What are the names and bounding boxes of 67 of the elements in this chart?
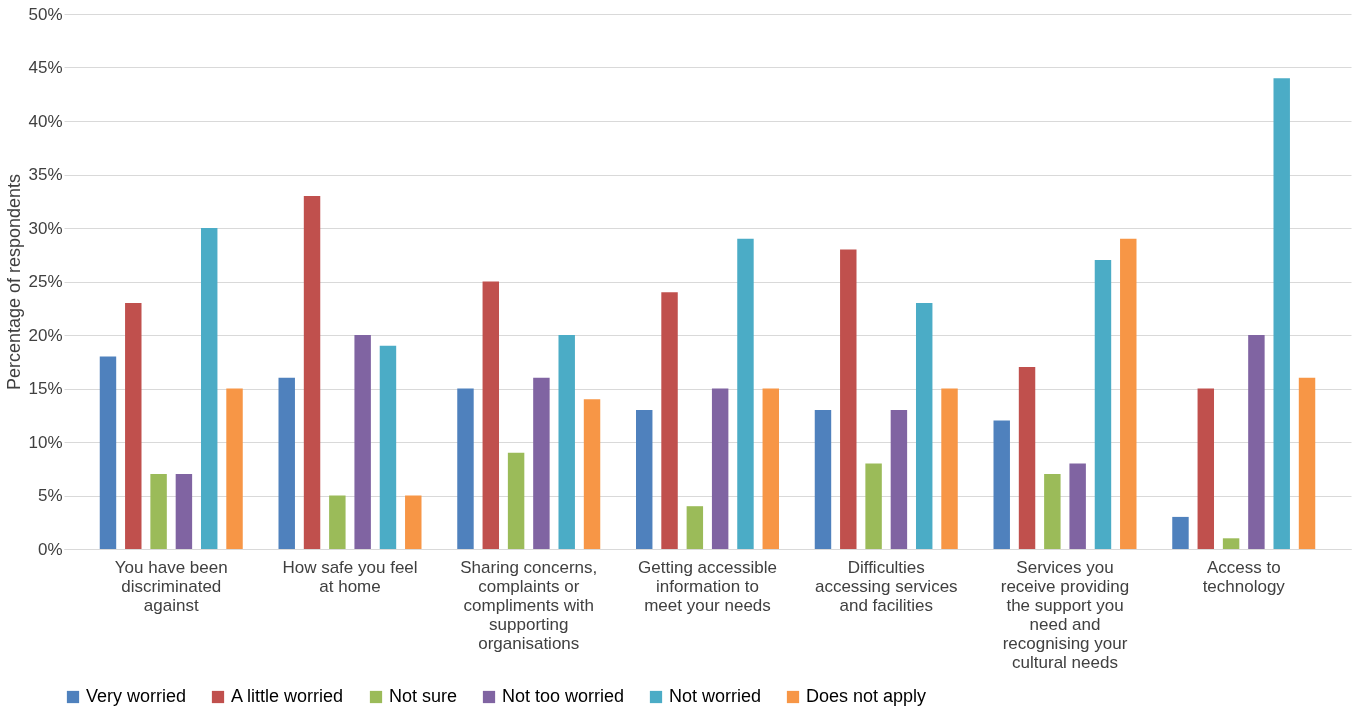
bar xyxy=(840,249,857,549)
bar xyxy=(1044,474,1061,549)
x-tick-label: You have been discriminated against xyxy=(114,557,228,615)
bar xyxy=(1298,377,1316,549)
y-tick-label: 5% xyxy=(37,486,63,505)
x-tick-label: Sharing concerns, complaints or compliments with supporting organisations xyxy=(460,557,598,653)
bar xyxy=(1172,516,1189,549)
x-tick-label: Access to technology xyxy=(1202,557,1286,596)
bar xyxy=(379,345,397,549)
bar xyxy=(636,409,653,549)
bar xyxy=(533,377,550,549)
legend-label: Not sure xyxy=(389,686,458,706)
bar xyxy=(150,474,167,549)
y-tick-label: 20% xyxy=(28,325,63,345)
y-tick-label: 25% xyxy=(28,272,63,291)
x-tick-label: Getting accessible information to meet your needs xyxy=(638,557,777,615)
bar xyxy=(1197,388,1215,549)
bar xyxy=(507,452,525,549)
legend-label: Not too worried xyxy=(502,686,625,706)
legend-label: A little worried xyxy=(231,686,344,706)
bar xyxy=(737,238,754,549)
bar xyxy=(890,409,908,549)
x-tick-label: Services you receive providing the support you need and recognising your cultural needs xyxy=(1000,557,1130,672)
bar xyxy=(762,388,779,549)
bar xyxy=(354,335,371,549)
bar xyxy=(329,495,346,549)
y-tick-label: 45% xyxy=(28,58,63,77)
bar xyxy=(482,281,500,549)
bar xyxy=(1273,78,1290,549)
y-tick-label: 40% xyxy=(28,111,63,131)
bar xyxy=(1222,538,1240,549)
bar xyxy=(993,420,1010,549)
bar xyxy=(303,195,321,549)
y-tick-label: 30% xyxy=(28,218,63,238)
bar xyxy=(558,335,575,549)
bar xyxy=(1248,335,1265,549)
bar xyxy=(686,506,704,549)
bar xyxy=(1069,463,1086,549)
x-tick-label: Difficulties accessing services and facilities xyxy=(814,557,958,615)
bar xyxy=(405,495,422,549)
legend-label: Does not apply xyxy=(806,686,927,706)
bar xyxy=(1094,260,1112,549)
bar xyxy=(278,377,295,549)
bar xyxy=(661,292,678,549)
legend-label: Very worried xyxy=(86,686,187,706)
bar xyxy=(941,388,958,549)
y-tick-label: 0% xyxy=(37,539,63,559)
y-tick-label: 10% xyxy=(28,432,63,452)
x-tick-label: How safe you feel at home xyxy=(282,557,418,596)
bar xyxy=(200,228,218,549)
bar xyxy=(1018,367,1036,549)
bar xyxy=(457,388,474,549)
bar xyxy=(125,302,142,549)
bar xyxy=(99,356,117,549)
bar xyxy=(583,399,601,549)
bar xyxy=(226,388,243,549)
y-tick-label: 50% xyxy=(28,4,63,24)
bar xyxy=(175,474,193,549)
y-axis-title: Percentage of respondents xyxy=(4,173,25,391)
bar xyxy=(915,302,933,549)
legend-label: Not worried xyxy=(669,686,762,706)
y-tick-label: 35% xyxy=(28,165,63,184)
y-tick-label: 15% xyxy=(28,379,63,398)
bar xyxy=(814,409,832,549)
bar xyxy=(711,388,729,549)
bar xyxy=(865,463,882,549)
bar xyxy=(1120,238,1137,549)
